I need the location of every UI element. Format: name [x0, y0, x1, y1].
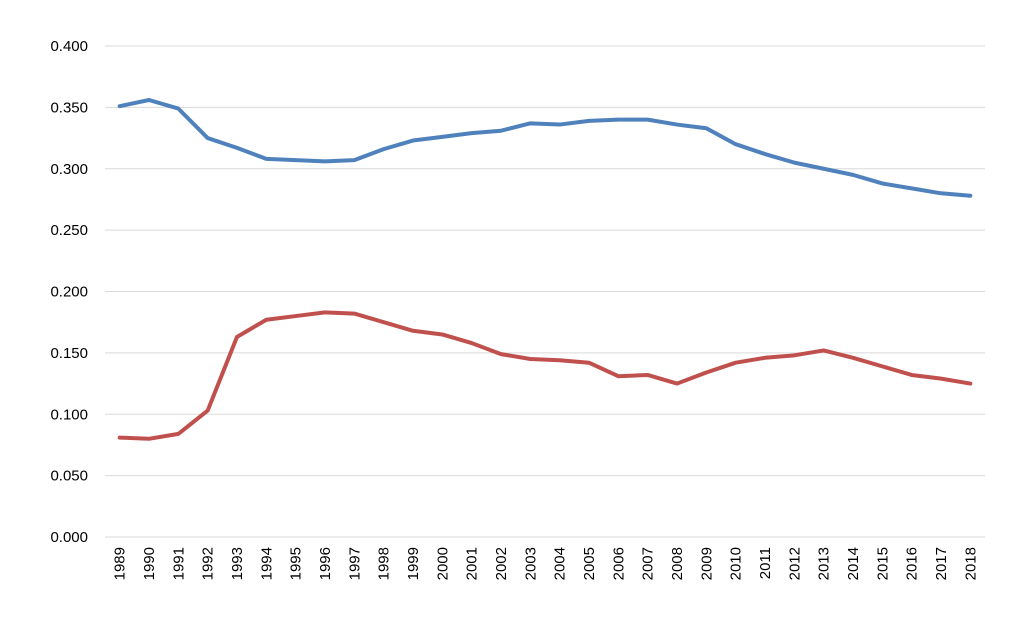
x-axis-tick-labels: 1989 1990 1991 1992 1993 1994 1995 1996 1997 1998… — [112, 547, 980, 580]
x-tick-label: 1996 — [317, 547, 334, 580]
x-tick-label: 2010 — [728, 547, 745, 580]
x-tick-label: 1992 — [200, 547, 217, 580]
x-tick-label: 1993 — [229, 547, 246, 580]
x-tick-label: 2001 — [464, 547, 481, 580]
x-tick-label: 1989 — [112, 547, 129, 580]
gridlines — [105, 45, 985, 538]
x-tick-label: 2002 — [493, 547, 510, 580]
x-tick-label: 2005 — [581, 547, 598, 580]
x-tick-label: 2008 — [669, 547, 686, 580]
x-tick-label: 2012 — [786, 547, 803, 580]
y-tick-label: 0.100 — [50, 406, 88, 423]
x-tick-label: 2000 — [434, 547, 451, 580]
x-tick-label: 1991 — [170, 547, 187, 580]
x-tick-label: 2017 — [933, 547, 950, 580]
x-tick-label: 1995 — [288, 547, 305, 580]
x-tick-label: 2007 — [640, 547, 657, 580]
x-tick-label: 2003 — [522, 547, 539, 580]
y-tick-label: 0.400 — [50, 38, 88, 55]
y-tick-label: 0.250 — [50, 222, 88, 239]
y-tick-label: 0.350 — [50, 99, 88, 116]
x-tick-label: 1997 — [346, 547, 363, 580]
x-tick-label: 2011 — [757, 547, 774, 579]
x-tick-label: 2018 — [962, 547, 979, 580]
x-tick-label: 1999 — [405, 547, 422, 580]
x-tick-label: 1998 — [376, 547, 393, 580]
y-tick-label: 0.200 — [50, 284, 88, 301]
y-tick-label: 0.050 — [50, 468, 88, 485]
series-line-1 — [117, 98, 973, 198]
y-tick-label: 0.300 — [50, 161, 88, 178]
series-line-2 — [117, 310, 973, 441]
x-tick-label: 2009 — [698, 547, 715, 580]
series-lines — [117, 98, 973, 441]
x-tick-label: 1994 — [258, 547, 275, 580]
x-tick-label: 2014 — [845, 547, 862, 580]
x-tick-label: 2013 — [816, 547, 833, 580]
x-tick-label: 1990 — [141, 547, 158, 580]
x-tick-label: 2016 — [904, 547, 921, 580]
y-axis-tick-labels: 0.000 0.050 0.100 0.150 0.200 0.250 0.300 0.350… — [50, 38, 88, 546]
y-tick-label: 0.150 — [50, 345, 88, 362]
x-tick-label: 2015 — [874, 547, 891, 580]
x-tick-label: 2006 — [610, 547, 627, 580]
y-tick-label: 0.000 — [50, 529, 88, 546]
x-tick-label: 2004 — [552, 547, 569, 580]
